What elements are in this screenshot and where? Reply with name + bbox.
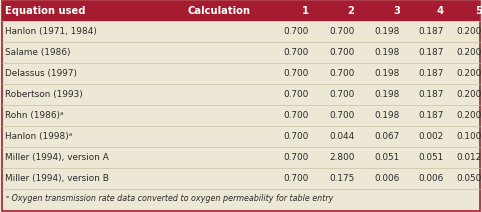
Text: 0.175: 0.175 — [329, 174, 354, 183]
Text: 5: 5 — [475, 6, 482, 16]
Text: 0.187: 0.187 — [418, 26, 443, 36]
Text: 0.187: 0.187 — [418, 111, 443, 120]
Text: 0.006: 0.006 — [418, 174, 443, 183]
Text: Miller (1994), version A: Miller (1994), version A — [5, 153, 109, 162]
Text: 0.200: 0.200 — [457, 90, 482, 99]
Text: Equation used: Equation used — [5, 6, 85, 16]
Text: 0.051: 0.051 — [375, 153, 400, 162]
Text: 0.198: 0.198 — [375, 90, 400, 99]
Text: 2: 2 — [348, 6, 354, 16]
Text: 0.002: 0.002 — [418, 132, 443, 141]
Text: 0.200: 0.200 — [457, 111, 482, 120]
Text: Salame (1986): Salame (1986) — [5, 47, 70, 57]
Text: 3: 3 — [393, 6, 400, 16]
Text: 0.700: 0.700 — [283, 111, 308, 120]
Text: 0.700: 0.700 — [283, 26, 308, 36]
Text: 0.187: 0.187 — [418, 69, 443, 78]
Text: 2.800: 2.800 — [329, 153, 354, 162]
Text: 0.700: 0.700 — [283, 132, 308, 141]
Text: 0.700: 0.700 — [329, 47, 354, 57]
Text: 0.051: 0.051 — [418, 153, 443, 162]
Text: 0.700: 0.700 — [329, 26, 354, 36]
Text: Miller (1994), version B: Miller (1994), version B — [5, 174, 109, 183]
Text: 0.198: 0.198 — [375, 47, 400, 57]
Text: Calculation: Calculation — [188, 6, 251, 16]
Text: Delassus (1997): Delassus (1997) — [5, 69, 77, 78]
Text: ᵃ Oxygen transmission rate data converted to oxygen permeability for table entry: ᵃ Oxygen transmission rate data converte… — [6, 194, 334, 203]
Text: 0.700: 0.700 — [329, 90, 354, 99]
Text: 0.198: 0.198 — [375, 26, 400, 36]
Text: 0.187: 0.187 — [418, 47, 443, 57]
Text: Hanlon (1998)ᵃ: Hanlon (1998)ᵃ — [5, 132, 72, 141]
Text: 0.198: 0.198 — [375, 69, 400, 78]
Text: 0.700: 0.700 — [283, 90, 308, 99]
Text: 0.200: 0.200 — [457, 69, 482, 78]
Text: 0.012: 0.012 — [457, 153, 482, 162]
Text: 4: 4 — [436, 6, 443, 16]
Text: 0.200: 0.200 — [457, 26, 482, 36]
Text: 0.100: 0.100 — [457, 132, 482, 141]
Text: 0.187: 0.187 — [418, 90, 443, 99]
Text: 1: 1 — [301, 6, 308, 16]
Text: 0.044: 0.044 — [329, 132, 354, 141]
Text: Hanlon (1971, 1984): Hanlon (1971, 1984) — [5, 26, 97, 36]
Text: Rohn (1986)ᵃ: Rohn (1986)ᵃ — [5, 111, 63, 120]
Text: 0.700: 0.700 — [283, 174, 308, 183]
Bar — [2, 1, 480, 21]
Text: Robertson (1993): Robertson (1993) — [5, 90, 82, 99]
Text: 0.198: 0.198 — [375, 111, 400, 120]
Text: 0.050: 0.050 — [457, 174, 482, 183]
Text: 0.700: 0.700 — [329, 69, 354, 78]
Text: 0.700: 0.700 — [283, 47, 308, 57]
Text: 0.067: 0.067 — [375, 132, 400, 141]
Text: 0.200: 0.200 — [457, 47, 482, 57]
Text: 0.700: 0.700 — [283, 69, 308, 78]
Text: 0.700: 0.700 — [283, 153, 308, 162]
Text: 0.700: 0.700 — [329, 111, 354, 120]
Text: 0.006: 0.006 — [375, 174, 400, 183]
